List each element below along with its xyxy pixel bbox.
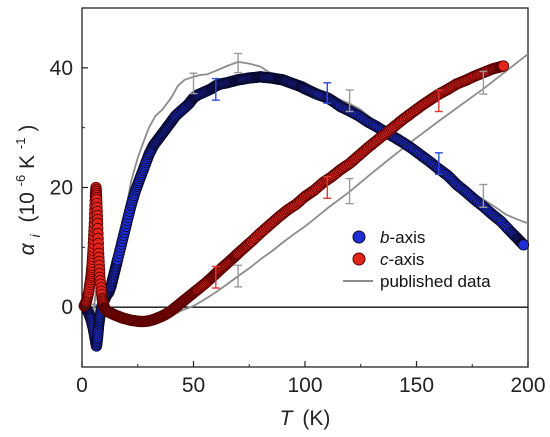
error-bar-published-data [479,70,488,95]
legend-label-b-axis: b-axis [380,228,425,247]
legend-marker-b-axis [352,230,366,244]
legend-c-rest: -axis [389,250,425,269]
x-tick-label: 150 [399,374,434,397]
data-point-b-axis [517,239,530,251]
error-bar-c-axis [323,176,332,199]
error-bar-c-axis [434,89,443,113]
x-axis-title: T (K) [280,407,331,430]
y-axis-title: α i (10 -6 K -1 ) [7,125,45,256]
x-axis-unit: (K) [302,407,330,430]
plot-area [78,7,530,368]
x-axis: 0 50 100 150 200 [76,361,546,397]
series-markers [78,60,530,352]
legend-marker-c-axis [352,252,366,266]
legend-b-italic: b [380,228,389,247]
y-axis: 0 20 40 [50,7,88,368]
error-bar-b-axis [323,82,332,104]
y-axis-unit: (10 [16,192,39,222]
y-axis-subscript: i [27,234,43,238]
legend-b-rest: -axis [389,228,425,247]
legend: b-axis c-axis published data [343,228,491,291]
error-bars [189,52,488,289]
y-axis-symbol: α [16,242,39,255]
error-bar-published-data [234,264,243,288]
error-bar-b-axis [434,152,443,176]
error-bar-c-axis [211,265,220,289]
error-bar-b-axis [211,77,220,101]
y-axis-exponent: -6 [13,175,28,187]
legend-c-italic: c [380,250,389,269]
x-axis-symbol: T [280,407,295,430]
error-bar-published-data [234,52,243,74]
data-point-c-axis [497,60,510,72]
x-tick-label: 50 [182,374,205,397]
x-tick-label: 100 [287,374,322,397]
x-tick-label: 0 [76,374,88,397]
y-tick-label: 20 [50,177,73,200]
y-axis-exponent-2: -1 [13,138,28,150]
error-bar-published-data [479,183,488,208]
error-bar-published-data [345,177,354,205]
y-tick-label: 40 [50,57,73,80]
error-bar-published-data [345,89,354,113]
legend-label-published: published data [380,272,491,291]
legend-label-c-axis: c-axis [380,250,424,269]
y-axis-close: ) [16,125,39,132]
x-tick-label: 200 [510,374,545,397]
y-axis-unit-2: K [16,155,39,169]
y-tick-label: 0 [61,296,73,319]
error-bar-published-data [189,72,198,95]
